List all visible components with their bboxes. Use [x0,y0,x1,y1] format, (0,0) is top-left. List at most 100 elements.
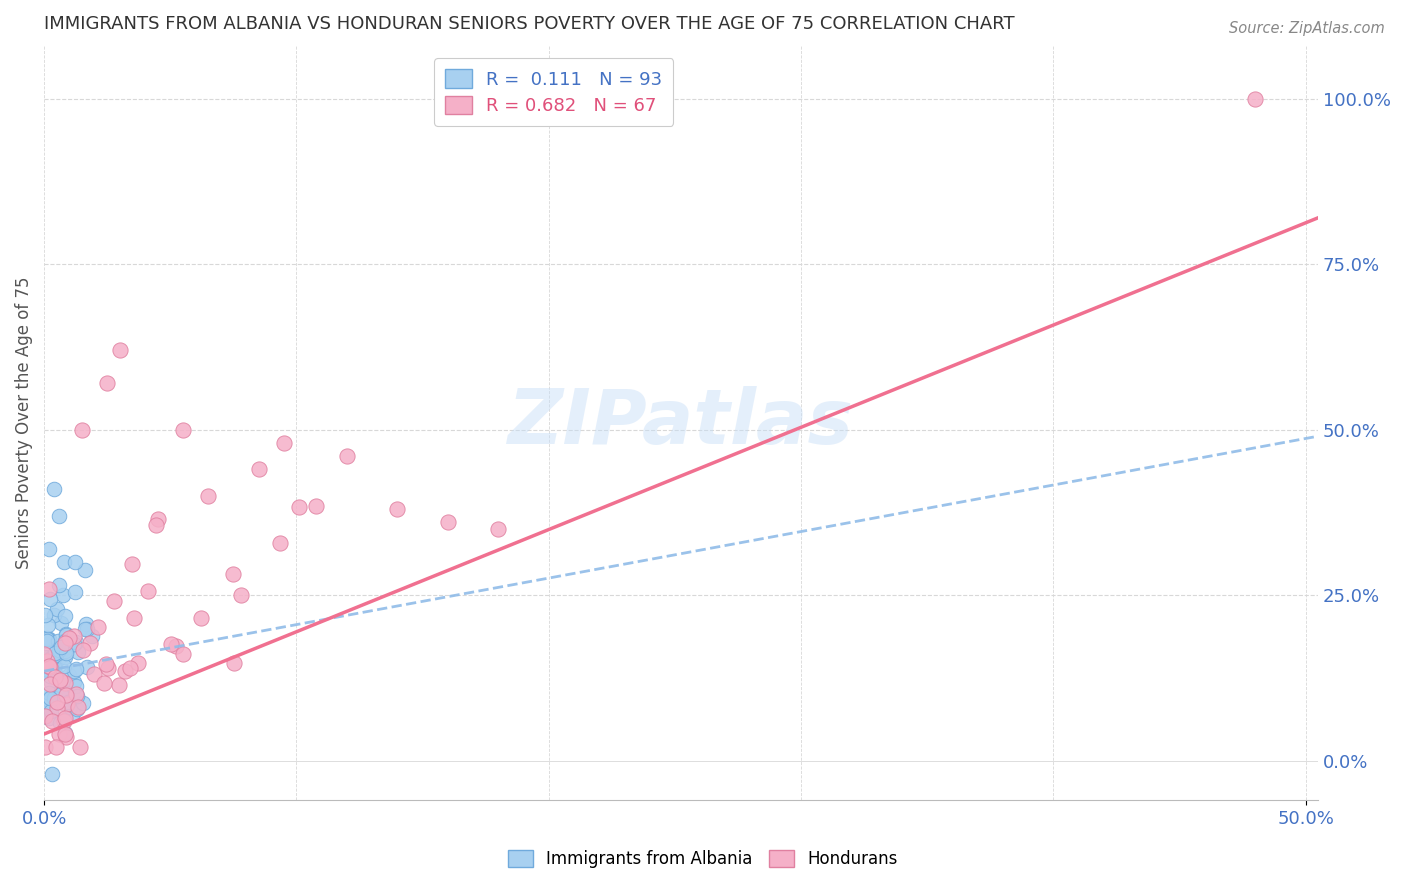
Y-axis label: Seniors Poverty Over the Age of 75: Seniors Poverty Over the Age of 75 [15,277,32,569]
Point [38,711,60,725]
Text: IMMIGRANTS FROM ALBANIA VS HONDURAN SENIORS POVERTY OVER THE AGE OF 75 CORRELATI: IMMIGRANTS FROM ALBANIA VS HONDURAN SENI… [44,15,1015,33]
Point [103,594,125,608]
Point [53,649,76,664]
Point [38,650,60,665]
Point [305,499,328,513]
Point [42,687,65,701]
Point [58,632,80,646]
Point [41,657,63,671]
Point [52,675,75,690]
Point [65,555,87,569]
Point [53,644,76,658]
Point [37,632,59,646]
Point [38,632,60,647]
Point [52,642,75,657]
Point [44,658,66,673]
Point [55,686,77,700]
Point [83,666,105,681]
Point [146,512,169,526]
Point [39,591,62,606]
Point [41,714,63,728]
Point [75,616,97,631]
Point [52,588,75,602]
Point [62,706,84,721]
Point [53,555,76,569]
Point [121,557,143,571]
Point [44,482,66,496]
Point [55,688,77,702]
Point [52,696,75,710]
Point [72,642,94,657]
Point [42,691,65,706]
Point [44,660,66,674]
Point [42,649,65,664]
Point [34,740,56,755]
Point [53,676,76,690]
Point [136,583,159,598]
Point [66,645,89,659]
Point [1244,92,1267,106]
Point [51,690,73,705]
Point [66,702,89,716]
Point [222,657,245,671]
Point [58,695,80,709]
Point [46,634,69,648]
Point [269,535,291,549]
Point [37,618,59,632]
Point [52,713,75,727]
Point [38,658,60,673]
Point [55,697,77,711]
Point [62,664,84,678]
Point [80,629,103,643]
Point [39,660,62,674]
Point [53,633,76,648]
Point [39,665,62,680]
Point [45,740,67,755]
Point [65,688,87,702]
Point [62,637,84,651]
Legend: Immigrants from Albania, Hondurans: Immigrants from Albania, Hondurans [502,843,904,875]
Point [34,708,56,723]
Point [172,648,194,662]
Point [35,663,58,677]
Point [55,627,77,641]
Point [34,650,56,665]
Point [53,714,76,728]
Point [41,649,63,664]
Point [145,518,167,533]
Point [38,690,60,705]
Point [273,435,295,450]
Point [48,642,70,657]
Point [55,628,77,642]
Point [79,636,101,650]
Point [44,665,66,680]
Point [41,766,63,780]
Point [62,629,84,643]
Point [48,508,70,523]
Point [93,675,115,690]
Point [42,607,65,622]
Point [65,585,87,599]
Point [44,646,66,660]
Point [165,640,187,654]
Point [65,679,87,693]
Point [127,657,149,671]
Point [38,693,60,707]
Point [76,660,98,674]
Legend: R =  0.111   N = 93, R = 0.682   N = 67: R = 0.111 N = 93, R = 0.682 N = 67 [434,59,673,126]
Point [38,677,60,691]
Point [34,607,56,622]
Point [97,661,120,675]
Point [160,636,183,650]
Point [75,622,97,636]
Point [38,686,60,700]
Point [55,646,77,660]
Point [69,740,91,755]
Point [49,647,72,661]
Point [387,502,409,516]
Point [39,651,62,665]
Point [49,673,72,687]
Point [122,611,145,625]
Point [49,685,72,699]
Text: Source: ZipAtlas.com: Source: ZipAtlas.com [1229,21,1385,36]
